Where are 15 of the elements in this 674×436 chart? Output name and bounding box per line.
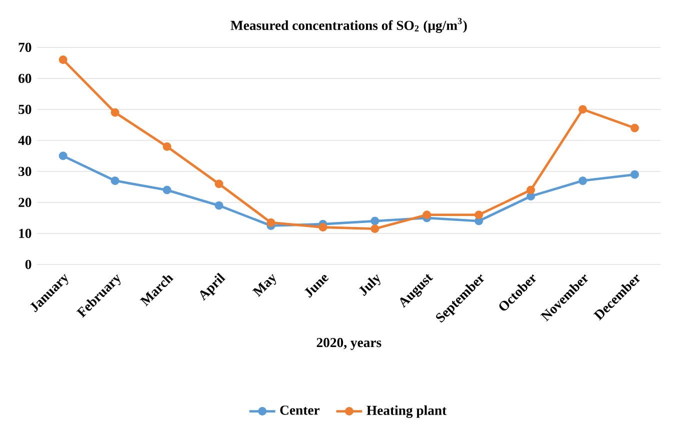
x-tick-label: May (252, 274, 276, 297)
y-tick-label: 60 (18, 74, 32, 83)
chart-title: Measured concentrations of SO$_{2}$ (μg/m$^{3}$) (230, 18, 467, 33)
y-tick-label: 10 (19, 228, 32, 238)
y-tick-label: 40 (18, 136, 32, 145)
legend-label: Center (280, 406, 320, 415)
y-tick-label: 30 (18, 166, 32, 176)
x-tick-label: June (304, 274, 329, 298)
y-tick-label: 70 (18, 42, 32, 52)
y-tick-label: 20 (18, 198, 32, 207)
y-tick-label: 50 (18, 104, 32, 114)
legend-label: Heating plant (366, 405, 447, 418)
y-tick-label: 0 (25, 260, 32, 269)
x-tick-label: July (359, 274, 380, 296)
x-axis-title: 2020, years (316, 338, 382, 350)
